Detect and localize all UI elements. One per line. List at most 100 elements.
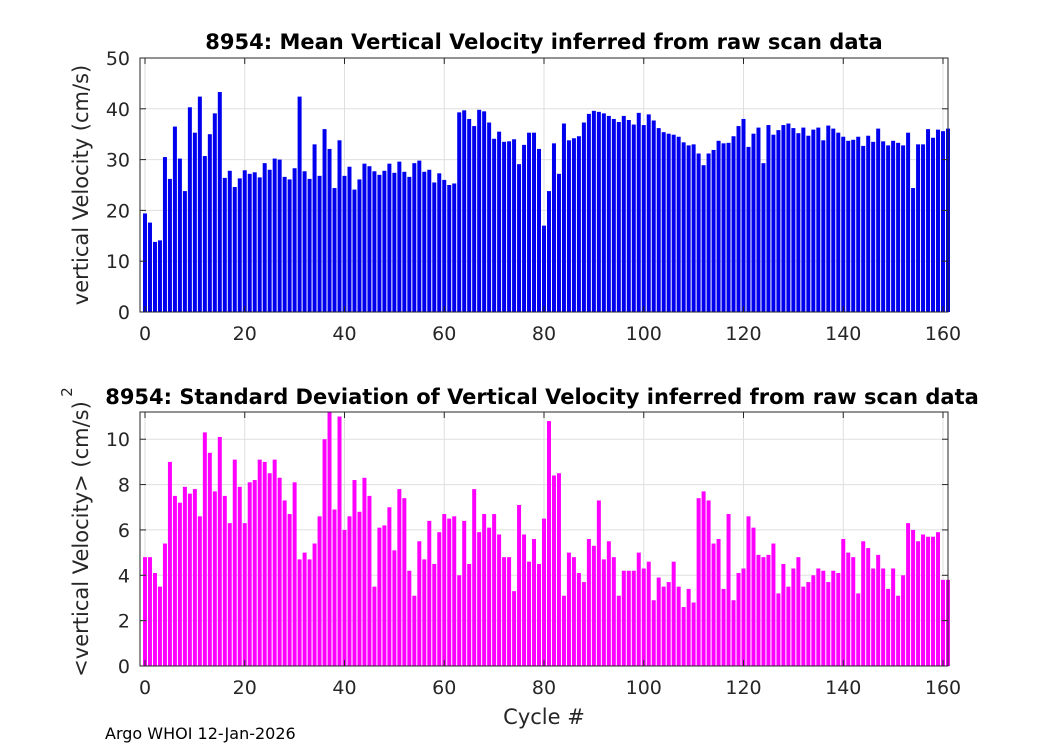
- bar: [676, 136, 681, 312]
- bar: [651, 120, 656, 312]
- bar: [721, 588, 726, 666]
- x-tick-label: 40: [332, 323, 356, 345]
- bar: [881, 568, 886, 666]
- bar: [806, 582, 811, 666]
- bar: [222, 495, 227, 666]
- x-tick-label: 0: [139, 677, 151, 699]
- bar: [931, 536, 936, 666]
- bar: [227, 523, 232, 666]
- y-tick-label: 0: [118, 656, 130, 678]
- bar: [691, 602, 696, 666]
- bar: [147, 557, 152, 666]
- bar: [152, 241, 157, 312]
- bar: [556, 473, 561, 666]
- bar: [197, 516, 202, 666]
- bar: [686, 145, 691, 312]
- x-tick-label: 40: [332, 677, 356, 699]
- bar: [756, 554, 761, 666]
- bar: [916, 541, 921, 666]
- bar: [232, 187, 237, 312]
- bar: [352, 189, 357, 312]
- bar: [327, 148, 332, 312]
- mean-velocity-title: 8954: Mean Vertical Velocity inferred fr…: [205, 30, 882, 54]
- bar: [666, 133, 671, 312]
- bar: [467, 118, 472, 313]
- bar: [302, 171, 307, 312]
- bar: [651, 600, 656, 666]
- bar: [272, 158, 277, 312]
- bar: [661, 586, 666, 666]
- bar: [676, 586, 681, 666]
- bar: [726, 514, 731, 666]
- bar: [746, 146, 751, 312]
- y-tick-label: 50: [106, 48, 130, 70]
- bar: [447, 518, 452, 666]
- bar: [921, 144, 926, 312]
- bar: [392, 172, 397, 312]
- std-velocity-chart: 0 20 40 60 80 100 120 140 160 0 2 4 6 8 10 8954: Stan…: [58, 385, 979, 729]
- y-tick-label: 4: [118, 565, 130, 587]
- bar: [576, 573, 581, 666]
- bar: [367, 495, 372, 666]
- y-tick-label: 10: [106, 429, 130, 451]
- bar: [586, 539, 591, 666]
- bar: [452, 183, 457, 312]
- bar: [706, 500, 711, 666]
- y-tick-label: 10: [106, 251, 130, 273]
- bar: [856, 136, 861, 312]
- x-tick-label: 120: [725, 677, 761, 699]
- bar: [147, 222, 152, 312]
- bar: [482, 514, 487, 666]
- bar: [402, 171, 407, 312]
- bar: [272, 459, 277, 666]
- bar: [337, 140, 342, 312]
- bar: [596, 111, 601, 313]
- bar: [886, 145, 891, 312]
- bar: [911, 529, 916, 666]
- bar: [811, 129, 816, 312]
- bar: [886, 588, 891, 666]
- bar: [801, 586, 806, 666]
- bar: [786, 586, 791, 666]
- x-tick-label: 20: [233, 323, 257, 345]
- bar: [601, 559, 606, 666]
- bar: [926, 129, 931, 312]
- footer-credit: Argo WHOI 12-Jan-2026: [105, 724, 296, 743]
- bar: [487, 527, 492, 666]
- bar: [936, 532, 941, 666]
- bar: [771, 134, 776, 312]
- bar: [512, 591, 517, 666]
- bar: [217, 92, 222, 312]
- bar: [447, 185, 452, 312]
- bar: [841, 136, 846, 312]
- bar: [821, 140, 826, 312]
- mean-velocity-bars: [142, 92, 950, 313]
- bar: [826, 125, 831, 313]
- x-tick-label: 140: [825, 677, 861, 699]
- bar: [497, 131, 502, 312]
- bar: [816, 127, 821, 312]
- bar: [856, 593, 861, 666]
- bar: [162, 543, 167, 666]
- bar: [407, 570, 412, 666]
- x-tick-label: 160: [925, 323, 961, 345]
- bar: [252, 172, 257, 312]
- mean-velocity-y-label: vertical Velocity (cm/s): [69, 65, 93, 305]
- std-velocity-y-label: <vertical Velocity> (cm/s): [69, 401, 93, 677]
- bar: [871, 141, 876, 312]
- x-tick-label: 100: [626, 677, 662, 699]
- bar: [851, 139, 856, 312]
- x-tick-label: 160: [925, 677, 961, 699]
- bar: [606, 115, 611, 312]
- bar: [187, 107, 192, 312]
- bar: [527, 561, 532, 666]
- bar: [232, 459, 237, 666]
- bar: [616, 122, 621, 313]
- bar: [537, 148, 542, 312]
- bar: [492, 514, 497, 666]
- bar: [636, 112, 641, 312]
- y-tick-label: 2: [118, 611, 130, 633]
- bar: [901, 145, 906, 312]
- bar: [561, 123, 566, 312]
- bar: [277, 159, 282, 312]
